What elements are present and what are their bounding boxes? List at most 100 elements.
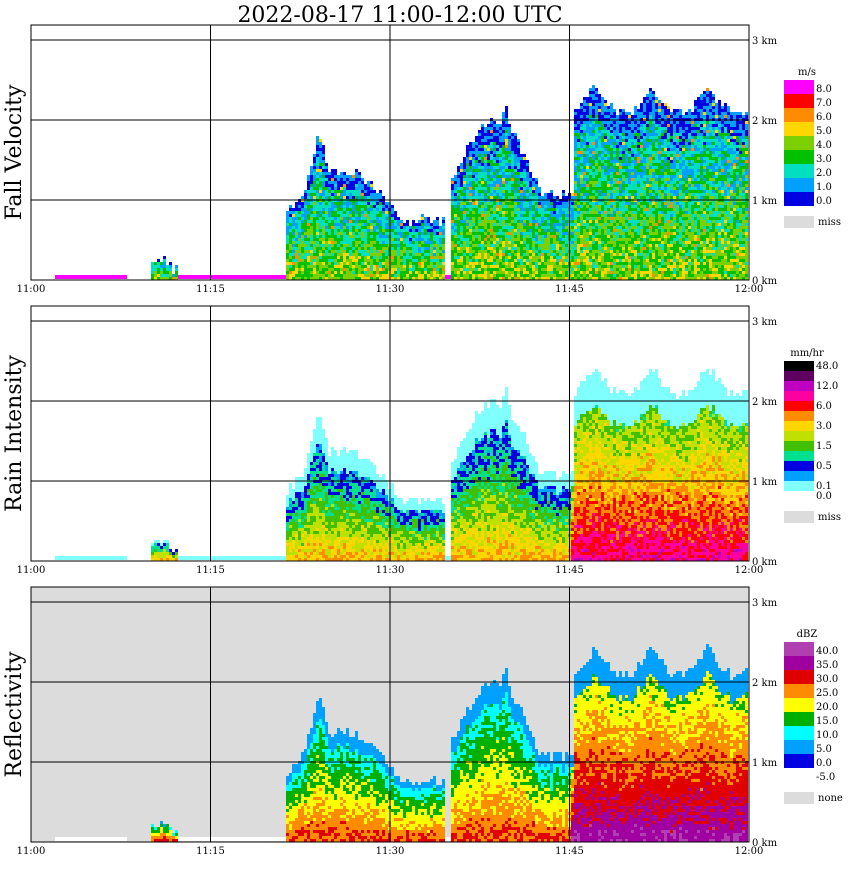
heatmap-cell (373, 253, 376, 256)
heatmap-cell (325, 211, 328, 214)
heatmap-cell (364, 205, 367, 208)
heatmap-cell (424, 223, 427, 226)
heatmap-cell (250, 275, 253, 279)
heatmap-cell (559, 238, 562, 241)
heatmap-cell (301, 241, 304, 244)
heatmap-cell (472, 220, 475, 223)
heatmap-cell (157, 262, 160, 265)
heatmap-cell (520, 205, 523, 208)
heatmap-cell (616, 181, 619, 184)
heatmap-cell (559, 229, 562, 232)
heatmap-cell (481, 217, 484, 220)
heatmap-cell (577, 193, 580, 196)
heatmap-cell (517, 163, 520, 166)
heatmap-cell (628, 265, 631, 268)
heatmap-cell (487, 184, 490, 187)
heatmap-cell (601, 262, 604, 265)
heatmap-cell (358, 244, 361, 247)
heatmap-cell (334, 217, 337, 220)
heatmap-cell (469, 274, 472, 277)
heatmap-cell (514, 205, 517, 208)
heatmap-cell (547, 247, 550, 250)
heatmap-cell (322, 151, 325, 154)
heatmap-cell (592, 196, 595, 199)
heatmap-cell (553, 205, 556, 208)
heatmap-cell (310, 175, 313, 178)
heatmap-cell (595, 253, 598, 256)
heatmap-cell (466, 190, 469, 193)
heatmap-cell (592, 124, 595, 127)
heatmap-cell (511, 193, 514, 196)
heatmap-cell (607, 163, 610, 166)
heatmap-cell (334, 256, 337, 259)
heatmap-cell (481, 193, 484, 196)
heatmap-cell (463, 175, 466, 178)
heatmap-cell (610, 112, 613, 115)
heatmap-cell (628, 142, 631, 145)
heatmap-cell (454, 247, 457, 250)
heatmap-cell (328, 214, 331, 217)
heatmap-cell (304, 259, 307, 262)
heatmap-cell (631, 238, 634, 241)
heatmap-cell (514, 232, 517, 235)
heatmap-cell (316, 235, 319, 238)
heatmap-cell (307, 268, 310, 271)
heatmap-cell (517, 223, 520, 226)
heatmap-cell (577, 265, 580, 268)
heatmap-cell (316, 208, 319, 211)
heatmap-cell (529, 274, 532, 277)
heatmap-cell (457, 247, 460, 250)
heatmap-cell (559, 232, 562, 235)
heatmap-cell (538, 268, 541, 271)
heatmap-cell (298, 262, 301, 265)
heatmap-cell (475, 184, 478, 187)
heatmap-cell (649, 94, 652, 97)
heatmap-cell (511, 148, 514, 151)
heatmap-cell (427, 226, 430, 229)
heatmap-cell (337, 193, 340, 196)
heatmap-cell (541, 244, 544, 247)
heatmap-cell (625, 235, 628, 238)
heatmap-cell (592, 85, 595, 88)
heatmap-cell (517, 214, 520, 217)
heatmap-cell (325, 214, 328, 217)
heatmap-cell (382, 265, 385, 268)
heatmap-cell (622, 166, 625, 169)
heatmap-cell (532, 268, 535, 271)
heatmap-cell (358, 205, 361, 208)
heatmap-cell (304, 217, 307, 220)
heatmap-cell (295, 226, 298, 229)
heatmap-cell (646, 169, 649, 172)
heatmap-cell (382, 220, 385, 223)
heatmap-cell (511, 166, 514, 169)
heatmap-cell (508, 172, 511, 175)
heatmap-cell (610, 127, 613, 130)
heatmap-cell (415, 265, 418, 268)
heatmap-cell (337, 244, 340, 247)
heatmap-cell (379, 241, 382, 244)
heatmap-cell (472, 145, 475, 148)
heatmap-cell (631, 169, 634, 172)
heatmap-cell (376, 208, 379, 211)
heatmap-cell (538, 262, 541, 265)
heatmap-cell (421, 247, 424, 250)
heatmap-cell (547, 211, 550, 214)
heatmap-cell (400, 229, 403, 232)
heatmap-cell (625, 250, 628, 253)
heatmap-cell (574, 148, 577, 151)
heatmap-cell (493, 196, 496, 199)
heatmap-cell (616, 265, 619, 268)
heatmap-cell (358, 184, 361, 187)
heatmap-cell (328, 211, 331, 214)
heatmap-cell (550, 256, 553, 259)
heatmap-cell (514, 211, 517, 214)
heatmap-cell (493, 208, 496, 211)
heatmap-cell (607, 136, 610, 139)
heatmap-cell (616, 190, 619, 193)
heatmap-cell (478, 208, 481, 211)
heatmap-cell (361, 190, 364, 193)
heatmap-cell (325, 205, 328, 208)
heatmap-cell (325, 187, 328, 190)
heatmap-cell (481, 205, 484, 208)
heatmap-cell (634, 151, 637, 154)
